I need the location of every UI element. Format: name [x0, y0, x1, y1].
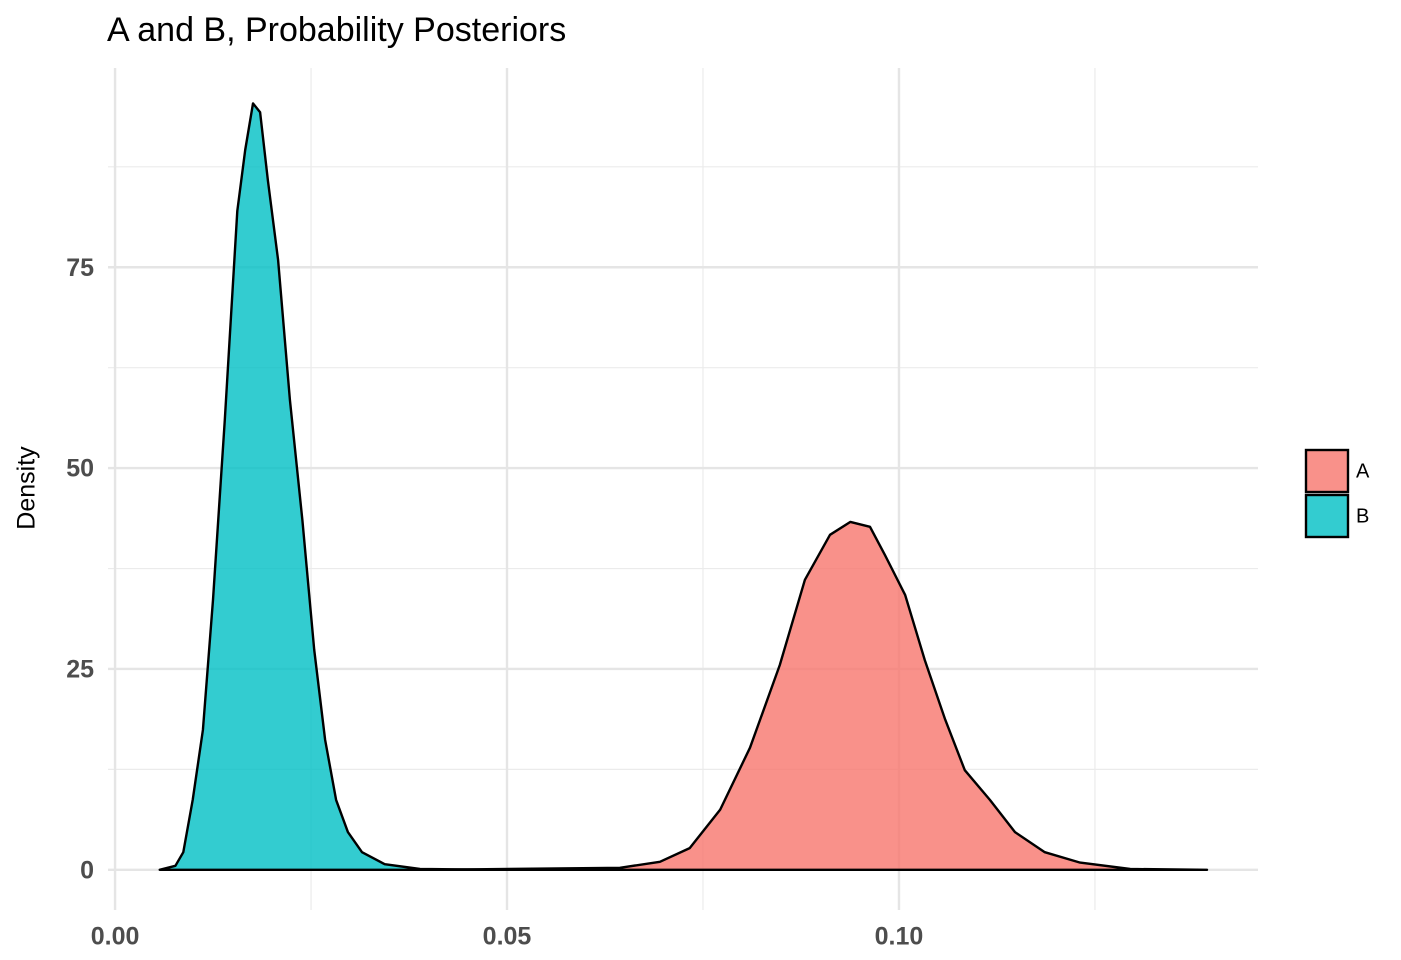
density-area — [429, 520, 1209, 871]
legend-key — [1304, 493, 1350, 539]
y-tick-label: 75 — [66, 254, 94, 282]
x-tick-label: 0.10 — [875, 923, 924, 951]
legend-key — [1304, 448, 1350, 494]
y-tick-label: 50 — [66, 455, 94, 483]
y-tick-label: 0 — [80, 856, 94, 884]
legend-label: A — [1356, 460, 1370, 482]
y-axis-label: Density — [13, 446, 41, 530]
x-tick-label: 0.00 — [91, 923, 140, 951]
y-tick-label: 25 — [66, 656, 94, 684]
x-tick-label: 0.05 — [483, 923, 532, 951]
legend-label: B — [1356, 505, 1369, 527]
density-area — [158, 102, 501, 871]
chart-title: A and B, Probability Posteriors — [107, 11, 566, 49]
